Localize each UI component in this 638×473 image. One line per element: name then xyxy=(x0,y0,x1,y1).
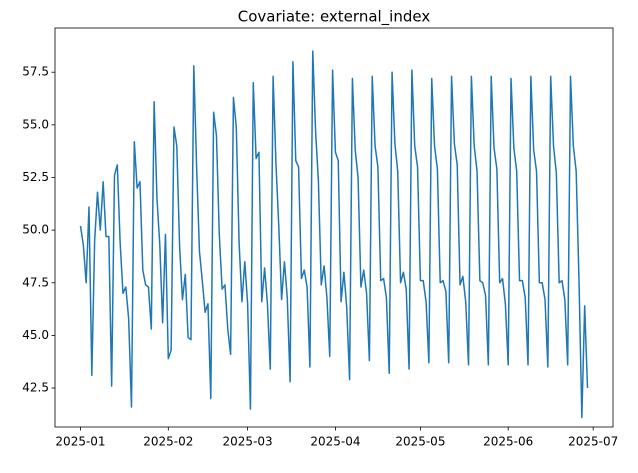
data-line xyxy=(79,50,589,419)
y-tick-label: 45.0 xyxy=(22,328,49,342)
x-tick-label: 2025-03 xyxy=(223,435,273,449)
y-tick-label: 55.0 xyxy=(22,117,49,131)
x-tick-label: 2025-06 xyxy=(483,435,533,449)
x-tick-label: 2025-07 xyxy=(568,435,618,449)
y-tick-label: 50.0 xyxy=(22,223,49,237)
y-tick-label: 57.5 xyxy=(22,65,49,79)
x-tick-label: 2025-02 xyxy=(143,435,193,449)
chart-title: Covariate: external_index xyxy=(238,8,431,27)
x-tick-label: 2025-01 xyxy=(55,435,105,449)
y-tick-label: 52.5 xyxy=(22,170,49,184)
axes-frame xyxy=(54,27,614,428)
y-tick-label: 47.5 xyxy=(22,275,49,289)
x-tick-label: 2025-05 xyxy=(395,435,445,449)
y-tick-label: 42.5 xyxy=(22,381,49,395)
x-tick-label: 2025-04 xyxy=(310,435,360,449)
